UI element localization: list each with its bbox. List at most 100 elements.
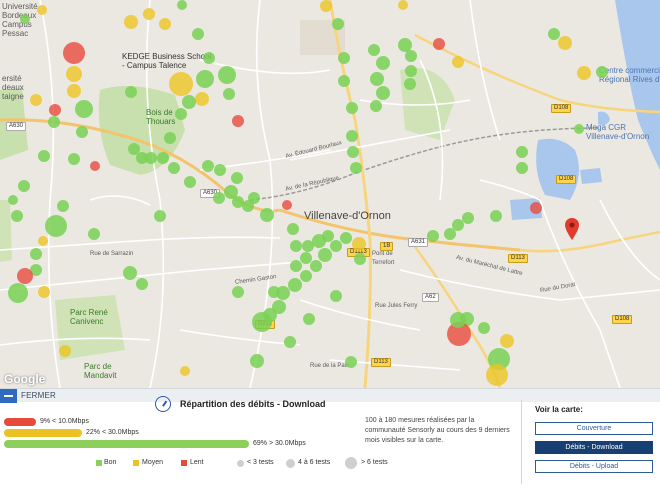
measurement-dot[interactable] bbox=[67, 84, 81, 98]
measurement-dot[interactable] bbox=[203, 52, 215, 64]
measurement-dot[interactable] bbox=[558, 36, 572, 50]
measurement-dot[interactable] bbox=[66, 66, 82, 82]
measurement-dot[interactable] bbox=[252, 312, 272, 332]
measurement-dot[interactable] bbox=[405, 50, 417, 62]
measurement-dot[interactable] bbox=[332, 18, 344, 30]
measurement-dot[interactable] bbox=[338, 52, 350, 64]
measurement-dot[interactable] bbox=[500, 334, 514, 348]
measurement-dot[interactable] bbox=[168, 162, 180, 174]
measurement-dot[interactable] bbox=[125, 86, 137, 98]
measurement-dot[interactable] bbox=[577, 66, 591, 80]
minus-icon[interactable] bbox=[0, 389, 17, 403]
measurement-dot[interactable] bbox=[370, 100, 382, 112]
measurement-dot[interactable] bbox=[444, 228, 456, 240]
coverage-map[interactable]: Université Bordeaux Campus Pessac ersité… bbox=[0, 0, 660, 388]
measurement-dot[interactable] bbox=[574, 124, 584, 134]
measurement-dot[interactable] bbox=[330, 240, 342, 252]
measurement-dot[interactable] bbox=[433, 38, 445, 50]
measurement-dot[interactable] bbox=[49, 104, 61, 116]
close-bar[interactable]: FERMER bbox=[0, 388, 660, 403]
measurement-dot[interactable] bbox=[345, 356, 357, 368]
measurement-dot[interactable] bbox=[300, 270, 312, 282]
measurement-dot[interactable] bbox=[322, 230, 334, 242]
measurement-dot[interactable] bbox=[20, 14, 30, 24]
measurement-dot[interactable] bbox=[195, 92, 209, 106]
measurement-dot[interactable] bbox=[548, 28, 560, 40]
measurement-dot[interactable] bbox=[450, 312, 466, 328]
measurement-dot[interactable] bbox=[57, 200, 69, 212]
measurement-dot[interactable] bbox=[376, 56, 390, 70]
measurement-dot[interactable] bbox=[330, 290, 342, 302]
upload-speed-button[interactable]: Débits - Upload bbox=[535, 460, 653, 473]
measurement-dot[interactable] bbox=[398, 38, 412, 52]
measurement-dot[interactable] bbox=[175, 108, 187, 120]
measurement-dot[interactable] bbox=[248, 192, 260, 204]
measurement-dot[interactable] bbox=[516, 146, 528, 158]
measurement-dot[interactable] bbox=[318, 248, 332, 262]
location-pin-icon[interactable] bbox=[565, 218, 579, 240]
measurement-dot[interactable] bbox=[48, 116, 60, 128]
measurement-dot[interactable] bbox=[250, 354, 264, 368]
measurement-dot[interactable] bbox=[320, 0, 332, 12]
measurement-dot[interactable] bbox=[303, 313, 315, 325]
measurement-dot[interactable] bbox=[260, 208, 274, 222]
measurement-dot[interactable] bbox=[287, 223, 299, 235]
measurement-dot[interactable] bbox=[310, 260, 322, 272]
measurement-dot[interactable] bbox=[530, 202, 542, 214]
measurement-dot[interactable] bbox=[427, 230, 439, 242]
measurement-dot[interactable] bbox=[223, 88, 235, 100]
measurement-dot[interactable] bbox=[90, 161, 100, 171]
measurement-dot[interactable] bbox=[354, 253, 366, 265]
measurement-dot[interactable] bbox=[8, 283, 28, 303]
measurement-dot[interactable] bbox=[38, 150, 50, 162]
measurement-dot[interactable] bbox=[213, 192, 225, 204]
measurement-dot[interactable] bbox=[128, 143, 140, 155]
measurement-dot[interactable] bbox=[123, 266, 137, 280]
coverage-button[interactable]: Couverture bbox=[535, 422, 653, 435]
measurement-dot[interactable] bbox=[124, 15, 138, 29]
measurement-dot[interactable] bbox=[218, 66, 236, 84]
measurement-dot[interactable] bbox=[290, 260, 302, 272]
measurement-dot[interactable] bbox=[18, 180, 30, 192]
measurement-dot[interactable] bbox=[231, 172, 243, 184]
measurement-dot[interactable] bbox=[268, 286, 280, 298]
measurement-dot[interactable] bbox=[282, 200, 292, 210]
measurement-dot[interactable] bbox=[145, 152, 157, 164]
measurement-dot[interactable] bbox=[346, 130, 358, 142]
measurement-dot[interactable] bbox=[180, 366, 190, 376]
measurement-dot[interactable] bbox=[37, 5, 47, 15]
measurement-dot[interactable] bbox=[30, 248, 42, 260]
measurement-dot[interactable] bbox=[284, 336, 296, 348]
measurement-dot[interactable] bbox=[169, 72, 193, 96]
measurement-dot[interactable] bbox=[452, 219, 464, 231]
measurement-dot[interactable] bbox=[38, 286, 50, 298]
measurement-dot[interactable] bbox=[300, 252, 312, 264]
measurement-dot[interactable] bbox=[398, 0, 408, 10]
measurement-dot[interactable] bbox=[192, 28, 204, 40]
measurement-dot[interactable] bbox=[164, 132, 176, 144]
measurement-dot[interactable] bbox=[350, 162, 362, 174]
measurement-dot[interactable] bbox=[462, 212, 474, 224]
measurement-dot[interactable] bbox=[405, 65, 417, 77]
measurement-dot[interactable] bbox=[338, 75, 350, 87]
measurement-dot[interactable] bbox=[177, 0, 187, 10]
measurement-dot[interactable] bbox=[368, 44, 380, 56]
measurement-dot[interactable] bbox=[352, 237, 366, 251]
measurement-dot[interactable] bbox=[370, 72, 384, 86]
measurement-dot[interactable] bbox=[75, 100, 93, 118]
measurement-dot[interactable] bbox=[347, 146, 359, 158]
measurement-dot[interactable] bbox=[232, 286, 244, 298]
measurement-dot[interactable] bbox=[376, 86, 390, 100]
measurement-dot[interactable] bbox=[232, 196, 244, 208]
measurement-dot[interactable] bbox=[182, 95, 196, 109]
measurement-dot[interactable] bbox=[490, 210, 502, 222]
download-speed-button[interactable]: Débits - Download bbox=[535, 441, 653, 454]
measurement-dot[interactable] bbox=[30, 94, 42, 106]
measurement-dot[interactable] bbox=[136, 278, 148, 290]
measurement-dot[interactable] bbox=[516, 162, 528, 174]
measurement-dot[interactable] bbox=[157, 152, 169, 164]
measurement-dot[interactable] bbox=[404, 78, 416, 90]
measurement-dot[interactable] bbox=[8, 195, 18, 205]
measurement-dot[interactable] bbox=[68, 153, 80, 165]
measurement-dot[interactable] bbox=[478, 322, 490, 334]
